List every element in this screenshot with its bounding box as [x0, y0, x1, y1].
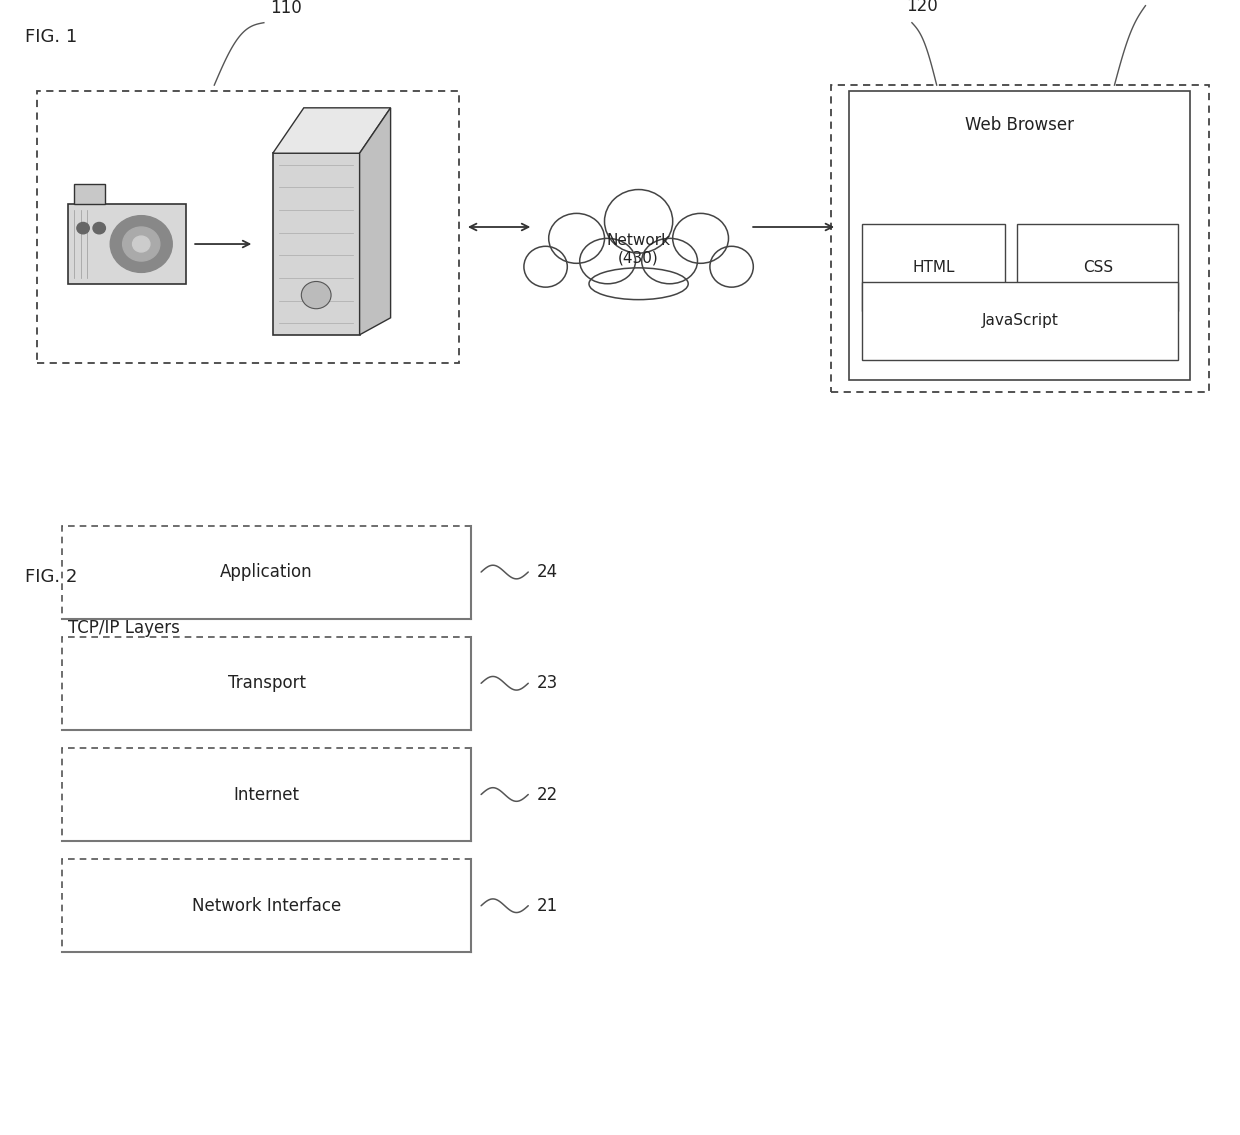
Ellipse shape — [642, 238, 697, 284]
Bar — [62, 526, 471, 619]
Text: Network Interface: Network Interface — [192, 897, 341, 915]
Circle shape — [123, 227, 160, 261]
Text: 22: 22 — [537, 785, 558, 804]
Ellipse shape — [711, 246, 754, 287]
Text: 23: 23 — [537, 674, 558, 692]
Bar — [37, 91, 459, 363]
Circle shape — [93, 222, 105, 234]
Circle shape — [77, 222, 89, 234]
Text: Application: Application — [221, 563, 312, 581]
Ellipse shape — [589, 268, 688, 300]
Ellipse shape — [523, 246, 568, 287]
Polygon shape — [273, 108, 391, 153]
Text: TCP/IP Layers: TCP/IP Layers — [68, 619, 180, 637]
Bar — [68, 204, 186, 284]
Text: HTML: HTML — [913, 260, 955, 275]
Ellipse shape — [549, 213, 605, 263]
Ellipse shape — [605, 190, 672, 253]
Text: 24: 24 — [537, 563, 558, 581]
Circle shape — [110, 216, 172, 272]
Bar — [273, 153, 360, 335]
Bar — [62, 748, 471, 841]
Text: 21: 21 — [537, 897, 558, 915]
Text: FIG. 1: FIG. 1 — [25, 28, 77, 47]
Circle shape — [133, 236, 150, 252]
Bar — [849, 91, 1190, 380]
Polygon shape — [360, 108, 391, 335]
Text: 110: 110 — [270, 0, 301, 17]
Bar — [862, 224, 1006, 311]
Ellipse shape — [580, 238, 635, 284]
Bar — [831, 85, 1209, 392]
Ellipse shape — [672, 213, 729, 263]
Bar — [62, 637, 471, 730]
Circle shape — [301, 281, 331, 309]
Text: Transport: Transport — [228, 674, 305, 692]
Text: FIG. 2: FIG. 2 — [25, 568, 77, 586]
Bar — [62, 859, 471, 952]
Bar — [74, 184, 105, 204]
Text: Web Browser: Web Browser — [966, 116, 1074, 134]
Text: 120: 120 — [905, 0, 937, 15]
Bar — [1018, 224, 1178, 311]
Text: JavaScript: JavaScript — [982, 313, 1058, 328]
Text: Internet: Internet — [233, 785, 300, 804]
Text: CSS: CSS — [1083, 260, 1112, 275]
Bar — [862, 281, 1178, 360]
Text: Network
(430): Network (430) — [606, 234, 671, 266]
